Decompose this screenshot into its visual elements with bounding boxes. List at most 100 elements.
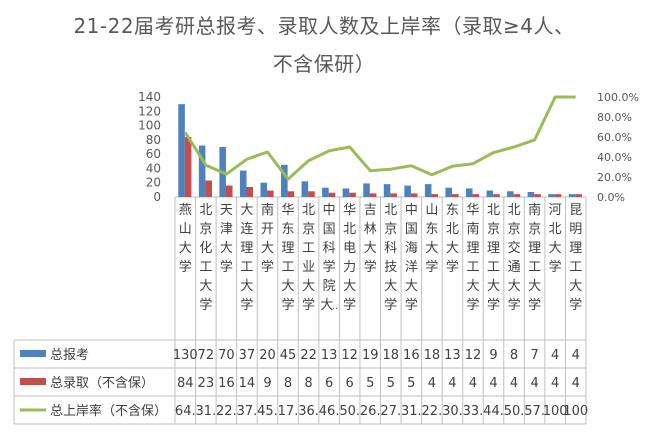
category-label: 河北大学	[549, 203, 562, 275]
chart-title-line1: 21-22届考研总报考、录取人数及上岸率（录取≥4人、	[73, 14, 575, 38]
category-label: 南开大学	[261, 202, 274, 275]
bar-luqu	[452, 194, 459, 197]
table-value: 4	[572, 376, 580, 391]
table-value: 33.	[463, 404, 484, 419]
table-value: 26.	[360, 404, 381, 419]
table-value: 18	[383, 348, 400, 363]
table-value: 37.	[237, 404, 258, 419]
chart-title-line2: 不含保研）	[272, 52, 376, 76]
category-label: 北京科技大学	[384, 203, 397, 313]
category-label: 中国海洋大学	[405, 203, 418, 313]
table-value: 16	[218, 376, 235, 391]
category-label: 天津大学	[220, 203, 233, 275]
table-value: 13	[444, 348, 461, 363]
table-value: 6	[325, 376, 333, 391]
bar-baokao	[486, 190, 494, 197]
left-axis-tick-label: 100	[138, 119, 161, 133]
table-value: 19	[362, 348, 379, 363]
table-value: 31.	[401, 404, 422, 419]
category-label: 北京工业大学	[302, 203, 315, 313]
table-value: 27.	[380, 404, 401, 419]
bar-baokao	[548, 194, 555, 197]
table-value: 100	[563, 404, 588, 419]
table-value: 4	[489, 376, 497, 391]
bar-baokao	[445, 187, 453, 197]
table-value: 44.	[483, 404, 504, 419]
bar-luqu	[513, 194, 521, 197]
right-axis-tick-label: 60.0%	[597, 131, 632, 144]
bar-luqu	[328, 192, 336, 197]
category-label: 华北电力大学	[343, 203, 356, 313]
bar-luqu	[308, 191, 315, 197]
right-axis-tick-label: 40.0%	[597, 151, 632, 164]
table-value: 9	[263, 376, 271, 391]
category-label: 华东理工大学	[282, 203, 295, 313]
table-value: 45	[280, 348, 297, 363]
table-value: 7	[530, 348, 538, 363]
bar-luqu	[493, 194, 500, 197]
table-value: 64.	[175, 404, 196, 419]
table-value: 13	[321, 348, 338, 363]
table-value: 17.	[278, 404, 299, 419]
table-value: 22.	[216, 404, 237, 419]
bar-baokao	[424, 184, 432, 197]
bar-luqu	[534, 194, 541, 197]
bar-baokao	[383, 184, 391, 197]
right-axis-tick-label: 20.0%	[597, 171, 632, 184]
table-value: 23	[198, 376, 215, 391]
bar-luqu	[349, 192, 356, 197]
table-value: 70	[218, 348, 235, 363]
category-label: 中国科学院大...	[320, 203, 338, 313]
bar-baokao	[568, 194, 576, 197]
bar-baokao	[178, 104, 185, 197]
bar-luqu	[184, 137, 192, 197]
table-value: 37	[239, 348, 256, 363]
bar-luqu	[246, 187, 254, 197]
category-label: 山东大学	[425, 203, 438, 275]
table-value: 31.	[195, 404, 216, 419]
left-axis-tick-label: 40	[146, 161, 161, 175]
legend-label: 总报考	[50, 348, 89, 363]
table-value: 30.	[442, 404, 463, 419]
table-value: 50.	[504, 404, 525, 419]
left-axis-tick-label: 20	[146, 176, 161, 190]
table-value: 20	[259, 348, 276, 363]
bar-baokao	[260, 182, 268, 197]
table-value: 50.	[339, 404, 360, 419]
category-label: 北京化工大学	[199, 203, 212, 313]
table-value: 12	[465, 348, 482, 363]
table-value: 84	[177, 376, 194, 391]
bar-luqu	[431, 194, 439, 197]
table-value: 12	[341, 348, 358, 363]
table-value: 8	[304, 376, 312, 391]
category-label: 华南理工大学	[466, 203, 479, 313]
category-label: 燕山大学	[179, 203, 192, 275]
bar-baokao	[342, 188, 350, 197]
category-label: 大连理工大学	[240, 203, 253, 313]
line-shangan-rate	[184, 95, 576, 181]
left-axis-tick-label: 60	[146, 147, 161, 161]
table-value: 8	[284, 376, 292, 391]
bar-baokao	[507, 191, 514, 197]
bar-luqu	[225, 185, 233, 197]
bar-baokao	[301, 181, 309, 197]
legend-label: 总录取（不含保）	[50, 375, 154, 391]
table-value: 45.	[257, 404, 278, 419]
table-value: 18	[424, 348, 441, 363]
category-label: 昆明理工大学	[569, 203, 582, 313]
bar-luqu	[390, 193, 397, 197]
table-value: 4	[428, 376, 436, 391]
bar-luqu	[205, 180, 212, 197]
bar-luqu	[472, 194, 480, 197]
table-value: 130	[173, 348, 198, 363]
bar-luqu	[369, 193, 377, 197]
bar-baokao	[322, 187, 329, 197]
table-value: 36.	[298, 404, 319, 419]
table-value: 4	[448, 376, 456, 391]
category-label: 南京理工大学	[528, 202, 541, 313]
table-value: 14	[239, 376, 256, 391]
category-label: 东北大学	[446, 203, 459, 275]
table-value: 9	[489, 348, 497, 363]
left-axis-tick-label: 0	[153, 190, 161, 204]
